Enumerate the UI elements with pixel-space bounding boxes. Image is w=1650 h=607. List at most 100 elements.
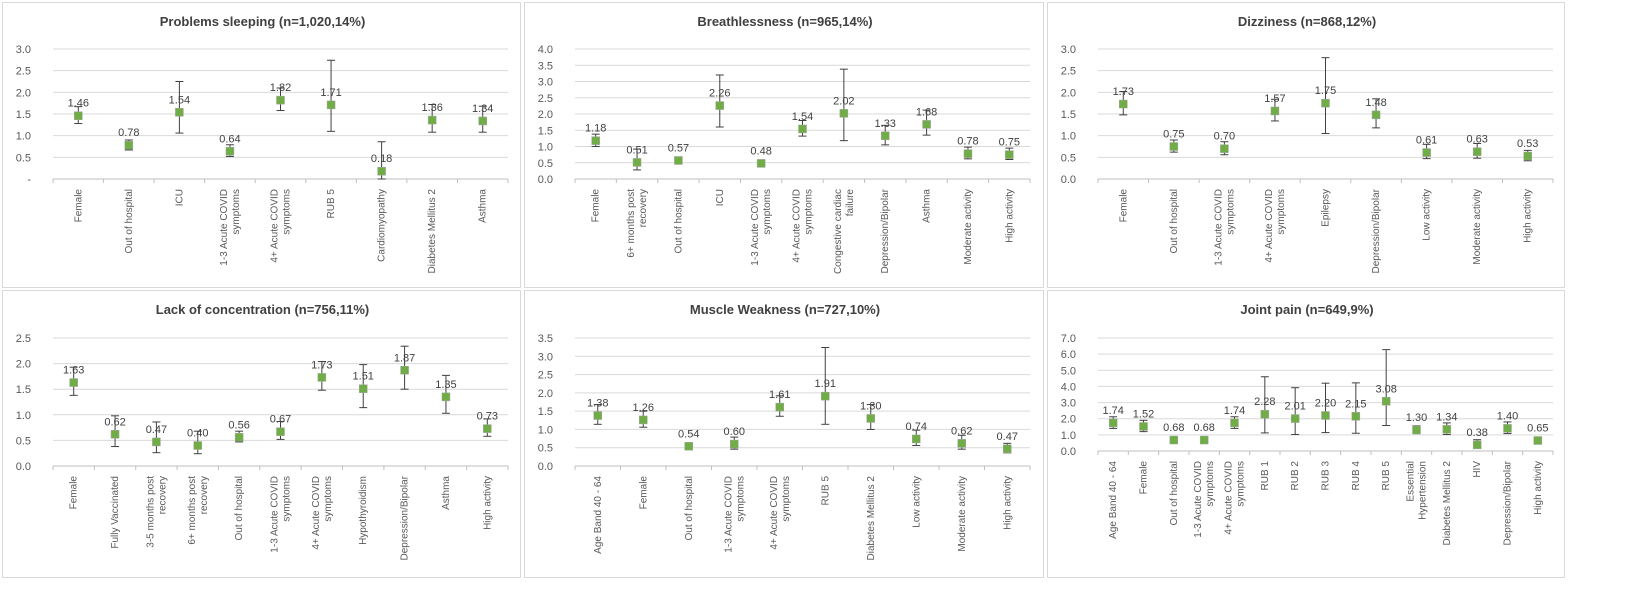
data-point [1523,151,1532,161]
data-point [756,159,766,168]
y-tick-label: 1.5 [1061,109,1076,121]
data-label: 1.74 [1102,405,1123,417]
data-label: 1.68 [916,106,937,118]
x-tick-label-line: Out of hospital [234,476,245,540]
x-tick-label-line: 1-3 Acute COVID [750,189,761,266]
data-point [674,156,683,165]
y-tick-label: 2.5 [16,333,31,345]
x-tick-label-line: RUB 5 [820,476,831,506]
data-point [1270,106,1280,116]
y-tick-label: 3.0 [1061,398,1076,410]
x-tick-label-line: Out of hospital [684,476,695,540]
data-point [175,108,184,117]
data-label: 1.26 [633,402,654,414]
data-label: 1.30 [860,400,881,412]
x-tick-label-line: symptoms [804,189,815,235]
x-tick-label-line: symptoms [1205,461,1216,507]
data-label: 1.48 [1365,97,1386,109]
data-point [69,378,78,387]
x-tick-label-line: Out of hospital [1169,189,1180,253]
x-tick-label: 1-3 Acute COVID symptoms [1213,189,1236,266]
data-point [326,100,336,110]
x-tick-label: 1-3 Acute COVID symptoms [219,189,242,266]
x-tick-label: 4+ Acute COVID symptoms [270,189,293,263]
data-label: 0.62 [951,425,972,437]
x-tick-label-line: 1-3 Acute COVID [1213,189,1224,266]
data-label: 2.15 [1345,398,1366,410]
x-tick-label-line: High activity [1533,461,1544,515]
data-label: 1.71 [320,87,341,99]
y-tick-label: 1.5 [16,384,31,396]
x-tick-label-line: Moderate activity [957,476,968,552]
x-tick-label-line: symptoms [231,189,242,235]
x-tick-label: RUB 5 [326,189,337,219]
data-point [880,131,890,141]
data-point [1381,397,1391,406]
x-tick-label: High activity [1523,189,1534,243]
x-tick-label: Asthma [478,189,489,223]
chart-svg-4: Lack of concentration (n=756,11%) 0.0 0.5 1… [16,302,509,561]
x-tick-label-line: ICU [715,189,726,206]
data-label: 2.02 [833,95,854,107]
x-tick-label: Female [1118,189,1129,223]
data-label: 0.48 [750,145,771,157]
x-tick-label-line: recovery [199,476,210,514]
data-label: 0.70 [1214,131,1235,143]
x-tick-label-line: Female [69,476,80,510]
x-tick-label: Female [591,189,602,223]
x-tick-label: 1-3 Acute COVID symptoms [750,189,773,266]
data-label: 0.40 [187,428,208,440]
data-label: 0.67 [270,414,291,426]
data-label: 0.53 [1517,138,1538,150]
x-tick-label: High activity [1004,189,1015,243]
x-tick-label-line: Essential [1406,461,1417,502]
data-point [912,434,921,444]
x-tick-label-line: Diabetes Mellitus 2 [866,476,877,561]
chart-title: Breathlessness (n=965,14%) [697,14,872,29]
data-label: 0.78 [957,136,978,148]
x-tick-label-line: Cardiomyopathy [377,189,388,262]
x-tick-label-line: Fully Vaccinated [110,476,121,549]
x-tick-label-line: Congestive cardiac [833,189,844,274]
data-point [715,101,725,110]
data-point [358,384,368,393]
chart-svg-6: Joint pain (n=649,9%) 0.0 1.0 2.0 3.0 4.0 5.0 6… [1061,302,1554,546]
data-point [317,373,327,382]
data-label: 0.47 [146,424,167,436]
x-tick-label: 1-3 Acute COVID symptoms [1193,461,1216,538]
x-tick-label: Out of hospital [673,189,684,253]
data-label: 0.68 [1193,422,1214,434]
data-label: 0.74 [906,421,927,433]
y-tick-label: 3.0 [16,44,31,56]
x-tick-label: Moderate activity [963,189,974,265]
data-label: 1.61 [769,389,790,401]
data-point [1321,98,1330,108]
x-tick-label-line: Hypertension [1418,461,1429,520]
data-label: 1.33 [875,118,896,130]
x-tick-label: Diabetes Mellitus 2 [427,189,438,274]
x-tick-label-line: Female [638,476,649,510]
data-point [276,427,285,436]
x-tick-label-line: Diabetes Mellitus 2 [1442,461,1453,546]
y-tick-label: 0.0 [1061,174,1076,186]
y-tick-label: 3.0 [1061,44,1076,56]
y-tick-label: 2.5 [16,66,31,78]
x-tick-label-line: 1-3 Acute COVID [270,476,281,553]
chart-panel-lack-of-concentration: Lack of concentration (n=756,11%) 0.0 0.5 1… [2,290,521,578]
y-tick-label: - [27,174,31,186]
data-point [963,149,973,158]
data-label: 2.28 [1254,396,1275,408]
x-tick-label-line: Out of hospital [673,189,684,253]
x-tick-label-line: Out of hospital [1169,461,1180,525]
data-point [593,411,602,420]
x-tick-label-line: Out of hospital [124,189,135,253]
data-label: 1.54 [792,111,813,123]
x-tick-label: 1-3 Acute COVID symptoms [723,476,746,553]
data-point [1290,414,1300,423]
x-tick-label: Age Band 40 - 64 [593,476,604,554]
data-label: 0.47 [997,431,1018,443]
data-label: 0.64 [219,133,240,145]
x-tick-label-line: symptoms [1236,461,1247,507]
data-label: 1.75 [1315,85,1336,97]
data-point [957,439,966,448]
